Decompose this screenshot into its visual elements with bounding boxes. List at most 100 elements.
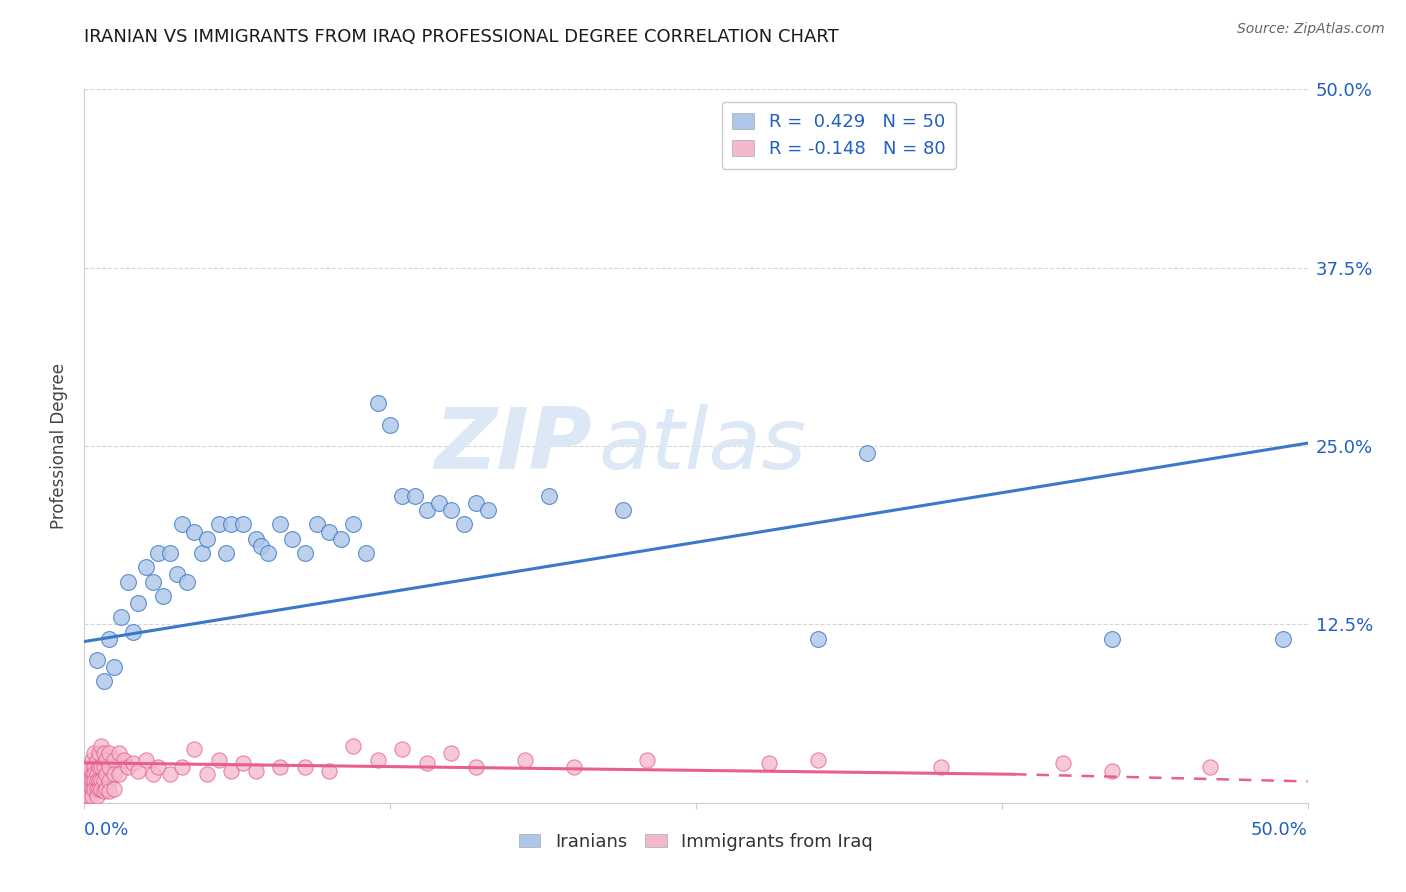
- Point: [294, 546, 316, 560]
- Point: [1101, 632, 1123, 646]
- Point: [77, 781, 100, 796]
- Point: [135, 753, 157, 767]
- Point: [86, 767, 108, 781]
- Text: atlas: atlas: [598, 404, 806, 488]
- Point: [77, 760, 100, 774]
- Point: [354, 546, 377, 560]
- Point: [87, 781, 110, 796]
- Point: [427, 496, 450, 510]
- Point: [245, 764, 267, 779]
- Point: [80, 774, 103, 789]
- Point: [93, 760, 115, 774]
- Point: [367, 753, 389, 767]
- Point: [97, 746, 120, 760]
- Point: [73, 767, 96, 781]
- Point: [232, 517, 254, 532]
- Point: [97, 760, 120, 774]
- Point: [172, 760, 194, 774]
- Point: [807, 753, 830, 767]
- Point: [83, 774, 105, 789]
- Point: [103, 767, 125, 781]
- Point: [90, 774, 112, 789]
- Text: 50.0%: 50.0%: [1251, 821, 1308, 838]
- Point: [96, 753, 118, 767]
- Point: [80, 767, 103, 781]
- Text: 0.0%: 0.0%: [84, 821, 129, 838]
- Legend: Iranians, Immigrants from Iraq: Iranians, Immigrants from Iraq: [512, 826, 880, 858]
- Point: [127, 596, 149, 610]
- Point: [562, 760, 585, 774]
- Point: [77, 774, 100, 789]
- Point: [856, 446, 879, 460]
- Point: [183, 524, 205, 539]
- Point: [93, 674, 115, 689]
- Point: [83, 781, 105, 796]
- Point: [87, 760, 110, 774]
- Point: [208, 753, 231, 767]
- Point: [76, 789, 98, 803]
- Point: [538, 489, 561, 503]
- Point: [146, 760, 169, 774]
- Point: [76, 781, 98, 796]
- Point: [103, 781, 125, 796]
- Point: [249, 539, 271, 553]
- Point: [342, 517, 364, 532]
- Point: [636, 753, 658, 767]
- Point: [97, 784, 120, 798]
- Point: [96, 781, 118, 796]
- Point: [83, 767, 105, 781]
- Point: [110, 610, 132, 624]
- Point: [142, 574, 165, 589]
- Point: [117, 760, 139, 774]
- Point: [90, 739, 112, 753]
- Point: [86, 789, 108, 803]
- Point: [269, 760, 291, 774]
- Point: [219, 764, 242, 779]
- Point: [152, 589, 174, 603]
- Point: [195, 532, 218, 546]
- Point: [107, 746, 129, 760]
- Point: [90, 781, 112, 796]
- Point: [87, 774, 110, 789]
- Point: [191, 546, 214, 560]
- Point: [107, 767, 129, 781]
- Point: [758, 756, 780, 770]
- Point: [80, 781, 103, 796]
- Point: [269, 517, 291, 532]
- Point: [807, 632, 830, 646]
- Point: [83, 746, 105, 760]
- Point: [513, 753, 536, 767]
- Point: [464, 760, 486, 774]
- Point: [318, 764, 340, 779]
- Point: [80, 753, 103, 767]
- Point: [77, 789, 100, 803]
- Point: [440, 746, 463, 760]
- Text: IRANIAN VS IMMIGRANTS FROM IRAQ PROFESSIONAL DEGREE CORRELATION CHART: IRANIAN VS IMMIGRANTS FROM IRAQ PROFESSI…: [84, 29, 839, 46]
- Point: [112, 753, 135, 767]
- Point: [87, 746, 110, 760]
- Point: [330, 532, 353, 546]
- Point: [281, 532, 304, 546]
- Point: [86, 753, 108, 767]
- Point: [477, 503, 499, 517]
- Point: [142, 767, 165, 781]
- Point: [93, 784, 115, 798]
- Point: [122, 756, 145, 770]
- Point: [1272, 632, 1295, 646]
- Point: [122, 624, 145, 639]
- Point: [305, 517, 328, 532]
- Point: [440, 503, 463, 517]
- Point: [195, 767, 218, 781]
- Point: [215, 546, 238, 560]
- Point: [294, 760, 316, 774]
- Point: [464, 496, 486, 510]
- Point: [146, 546, 169, 560]
- Point: [96, 767, 118, 781]
- Point: [416, 503, 439, 517]
- Point: [380, 417, 402, 432]
- Point: [86, 774, 108, 789]
- Point: [1198, 760, 1220, 774]
- Point: [453, 517, 475, 532]
- Point: [80, 789, 103, 803]
- Point: [83, 760, 105, 774]
